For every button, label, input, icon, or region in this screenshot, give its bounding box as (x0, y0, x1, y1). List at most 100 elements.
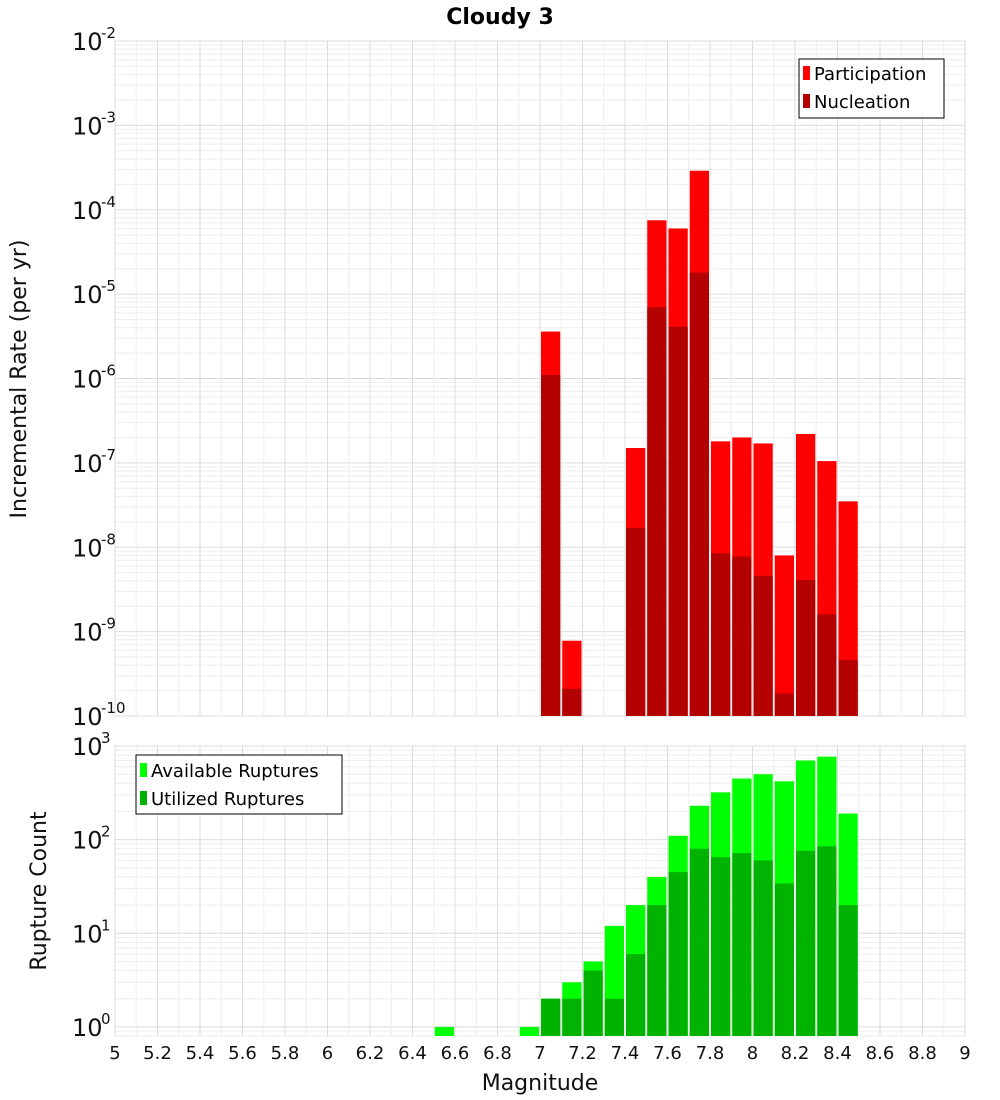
y-tick-exponent: -5 (101, 277, 116, 295)
bottom-legend-box (135, 754, 343, 815)
bar-utilized-ruptures (774, 883, 794, 1036)
legend-swatch-participation (803, 66, 810, 80)
bar-nucleation (668, 326, 688, 716)
y-tick-exponent: -7 (101, 446, 116, 464)
y-tick-label: 10-2 (72, 24, 116, 56)
bar-nucleation (626, 527, 646, 716)
top-grid (114, 40, 966, 717)
x-tick-label: 7.4 (611, 1043, 640, 1064)
x-tick-label: 6.6 (441, 1043, 470, 1064)
legend-label-participation: Participation (814, 64, 926, 85)
bar-utilized-ruptures (732, 853, 752, 1036)
y-tick-exponent: -6 (101, 362, 116, 380)
y-tick-label: 10-9 (72, 615, 116, 647)
x-tick-label: 5 (109, 1043, 120, 1064)
y-tick-exponent: -8 (101, 530, 116, 548)
y-tick-label: 10-10 (72, 699, 126, 731)
bar-utilized-ruptures (604, 998, 624, 1036)
x-tick-label: 6.8 (483, 1043, 512, 1064)
bar-nucleation (562, 688, 582, 716)
y-tick-exponent: -9 (101, 615, 116, 633)
bar-utilized-ruptures (541, 998, 561, 1036)
y-tick-exponent: -10 (101, 699, 126, 717)
bar-utilized-ruptures (838, 905, 858, 1036)
bottom-y-axis-label: Rupture Count (27, 811, 52, 971)
y-tick-exponent: 3 (101, 729, 111, 747)
y-tick-base: 10 (72, 534, 103, 562)
bar-utilized-ruptures (796, 850, 816, 1036)
y-tick-exponent: -3 (101, 108, 116, 126)
bar-utilized-ruptures (668, 872, 688, 1036)
legend-label-utilized: Utilized Ruptures (151, 789, 304, 810)
y-tick-base: 10 (72, 1014, 103, 1042)
bar-utilized-ruptures (817, 846, 837, 1036)
top-legend-box (798, 58, 945, 119)
bottom-bars (434, 756, 858, 1036)
x-tick-label: 6.2 (356, 1043, 385, 1064)
chart-title: Cloudy 3 (446, 5, 554, 30)
bar-nucleation (753, 575, 773, 716)
y-tick-base: 10 (72, 703, 103, 731)
x-tick-label: 9 (959, 1043, 970, 1064)
y-tick-exponent: 2 (101, 823, 111, 841)
bar-nucleation (817, 614, 837, 716)
y-tick-label: 10-7 (72, 446, 116, 478)
x-tick-label: 7 (534, 1043, 545, 1064)
bar-utilized-ruptures (583, 970, 603, 1036)
bar-available-ruptures (519, 1026, 539, 1036)
top-bars (541, 170, 858, 717)
y-tick-label: 10-5 (72, 277, 116, 309)
y-tick-base: 10 (72, 197, 103, 225)
x-tick-label: 6 (322, 1043, 333, 1064)
x-tick-label: 5.2 (143, 1043, 172, 1064)
y-tick-base: 10 (72, 366, 103, 394)
y-tick-label: 101 (72, 916, 111, 948)
bar-nucleation (689, 272, 709, 716)
bar-nucleation (838, 660, 858, 716)
bar-utilized-ruptures (753, 860, 773, 1036)
bar-nucleation (711, 553, 731, 716)
bar-nucleation (796, 579, 816, 716)
x-tick-label: 5.6 (228, 1043, 257, 1064)
y-tick-exponent: 0 (101, 1010, 111, 1028)
bar-utilized-ruptures (647, 905, 667, 1036)
y-tick-label: 10-4 (72, 193, 116, 225)
legend-label-available: Available Ruptures (151, 761, 319, 782)
x-tick-label: 8 (747, 1043, 758, 1064)
bar-utilized-ruptures (711, 857, 731, 1036)
y-tick-label: 10-6 (72, 362, 116, 394)
bar-available-ruptures (434, 1026, 454, 1036)
y-tick-label: 103 (72, 729, 111, 761)
x-tick-label: 5.8 (271, 1043, 300, 1064)
y-tick-base: 10 (72, 827, 103, 855)
legend-swatch-available (140, 763, 147, 777)
y-tick-exponent: 1 (101, 916, 111, 934)
bar-utilized-ruptures (689, 848, 709, 1036)
x-ticks: 5 5.2 5.4 5.6 5.8 6 6.2 6.4 6.6 6.8 7 7.2 7.4 7.6 7.8 8… (109, 1043, 970, 1064)
bar-utilized-ruptures (562, 998, 582, 1036)
x-tick-label: 5.4 (186, 1043, 215, 1064)
x-tick-label: 7.8 (696, 1043, 725, 1064)
x-tick-label: 8.8 (908, 1043, 937, 1064)
bar-participation (774, 555, 794, 716)
top-y-ticks: 10-210-310-410-510-610-710-810-910-10 (72, 24, 126, 731)
y-tick-label: 102 (72, 823, 111, 855)
x-tick-label: 8.2 (781, 1043, 810, 1064)
y-tick-base: 10 (72, 619, 103, 647)
bottom-legend: Available Ruptures Utilized Ruptures (135, 754, 343, 815)
y-tick-base: 10 (72, 920, 103, 948)
y-tick-base: 10 (72, 281, 103, 309)
x-tick-label: 7.2 (568, 1043, 597, 1064)
x-tick-label: 8.4 (823, 1043, 852, 1064)
top-legend: Participation Nucleation (798, 58, 945, 119)
y-tick-exponent: -4 (101, 193, 116, 211)
legend-label-nucleation: Nucleation (814, 92, 910, 113)
y-tick-label: 10-3 (72, 108, 116, 140)
y-tick-base: 10 (72, 112, 103, 140)
y-tick-label: 100 (72, 1010, 111, 1042)
x-tick-label: 8.6 (866, 1043, 895, 1064)
bar-nucleation (647, 307, 667, 716)
bar-nucleation (541, 375, 561, 716)
